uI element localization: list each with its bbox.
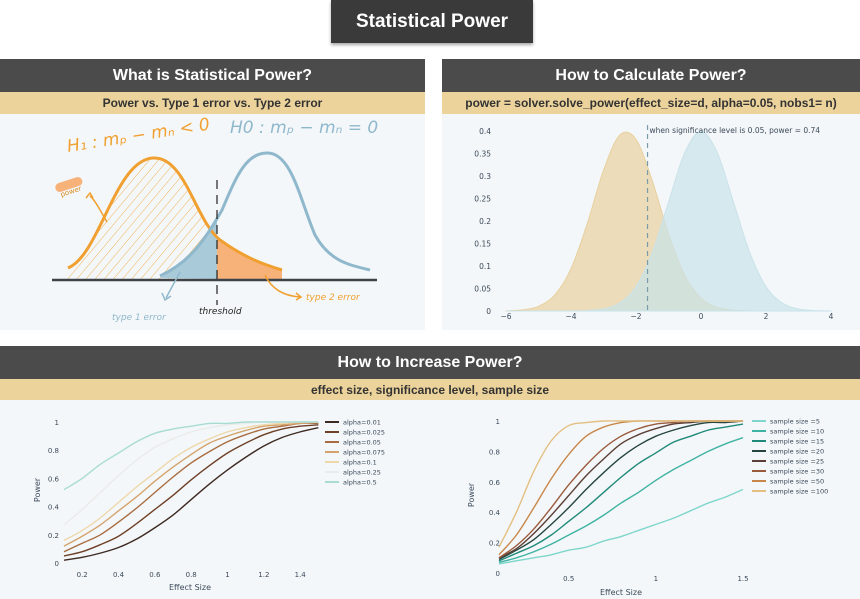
increase-subheader: effect size, significance level, sample … bbox=[0, 379, 860, 400]
calc-subheader: power = solver.solve_power(effect_size=d… bbox=[442, 92, 860, 114]
increase-header: How to Increase Power? bbox=[0, 346, 860, 379]
calc-header: How to Calculate Power? bbox=[442, 59, 860, 92]
page-title: Statistical Power bbox=[331, 0, 533, 43]
increase-panel-body bbox=[0, 400, 860, 599]
what-header: What is Statistical Power? bbox=[0, 59, 425, 92]
calc-panel-body bbox=[442, 114, 860, 330]
what-panel-body bbox=[0, 114, 425, 330]
what-subheader: Power vs. Type 1 error vs. Type 2 error bbox=[0, 92, 425, 114]
